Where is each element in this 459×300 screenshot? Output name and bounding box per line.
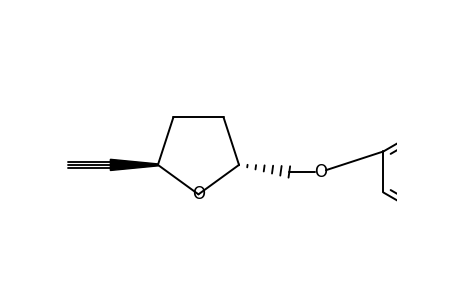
Text: F: F <box>458 189 459 207</box>
Text: O: O <box>191 185 205 203</box>
Text: O: O <box>313 163 326 181</box>
Polygon shape <box>110 159 157 170</box>
